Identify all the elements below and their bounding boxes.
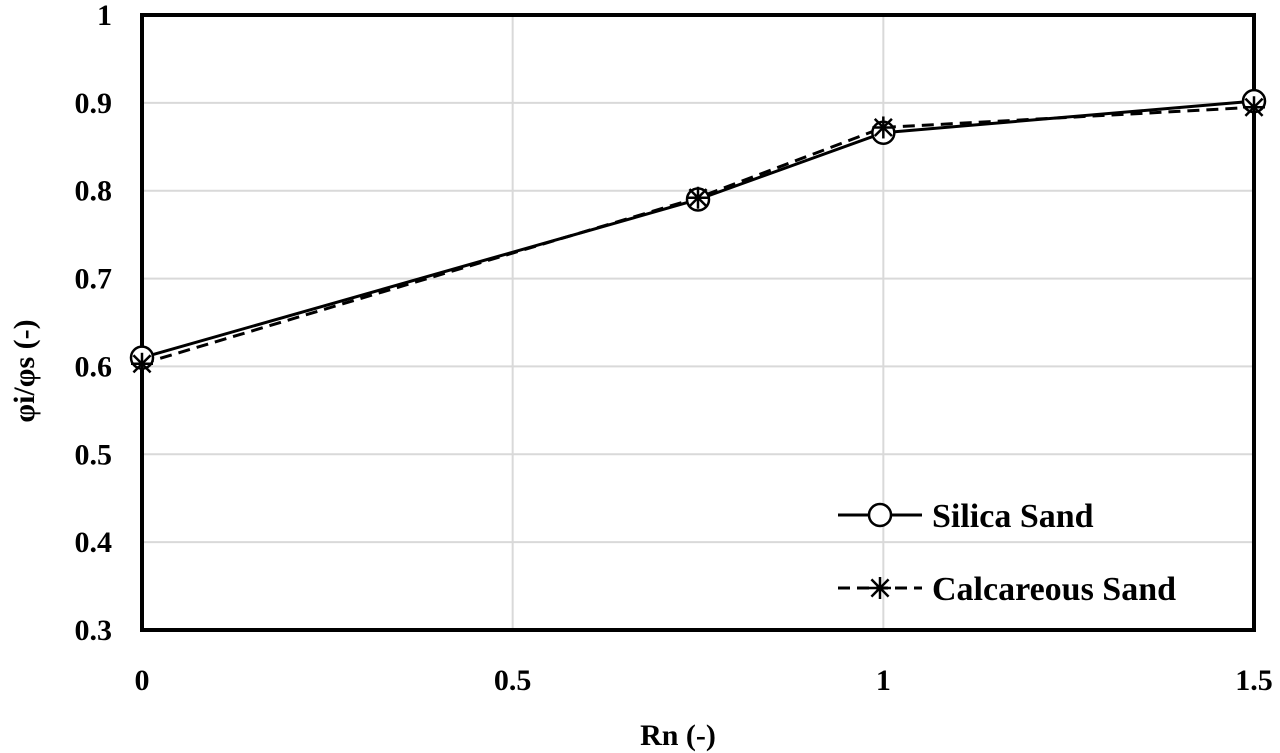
x-tick-label: 1 [876,664,891,697]
legend-label: Silica Sand [932,498,1094,535]
calcareous-sand-point [131,352,153,375]
grid-lines [142,15,1254,630]
legend-marker-calcareous [869,577,891,599]
y-tick-label: 0.7 [75,263,113,296]
calcareous-sand-point [1243,96,1265,119]
y-tick-label: 0.8 [75,175,113,208]
series-group [129,88,1267,375]
x-axis-tick-labels: 0 0.5 1 1.5 [135,664,1273,697]
x-tick-label: 0.5 [494,664,532,697]
x-tick-label: 1.5 [1235,664,1273,697]
legend-marker-silica [867,502,893,528]
y-tick-label: 0.4 [75,526,113,559]
x-tick-label: 0 [135,664,150,697]
plot-frame [140,13,1256,632]
y-tick-label: 0.6 [75,350,113,383]
y-tick-label: 1 [97,0,112,32]
y-tick-label: 0.3 [75,614,113,647]
y-tick-label: 0.9 [75,87,113,120]
calcareous-sand-point [687,186,709,209]
legend-label: Calcareous Sand [932,571,1176,608]
x-axis-title: Rn (-) [640,719,716,752]
calcareous-sand-point [872,116,895,139]
y-axis-tick-labels: 0.3 0.4 0.5 0.6 0.7 0.8 0.9 1 [75,0,113,647]
y-tick-label: 0.5 [75,438,113,471]
silica-sand-line [141,99,1255,360]
calcareous-sand-line [141,105,1255,366]
y-axis-title: φi/φs (-) [8,319,41,422]
legend: Silica Sand Calcareous Sand [838,498,1176,608]
